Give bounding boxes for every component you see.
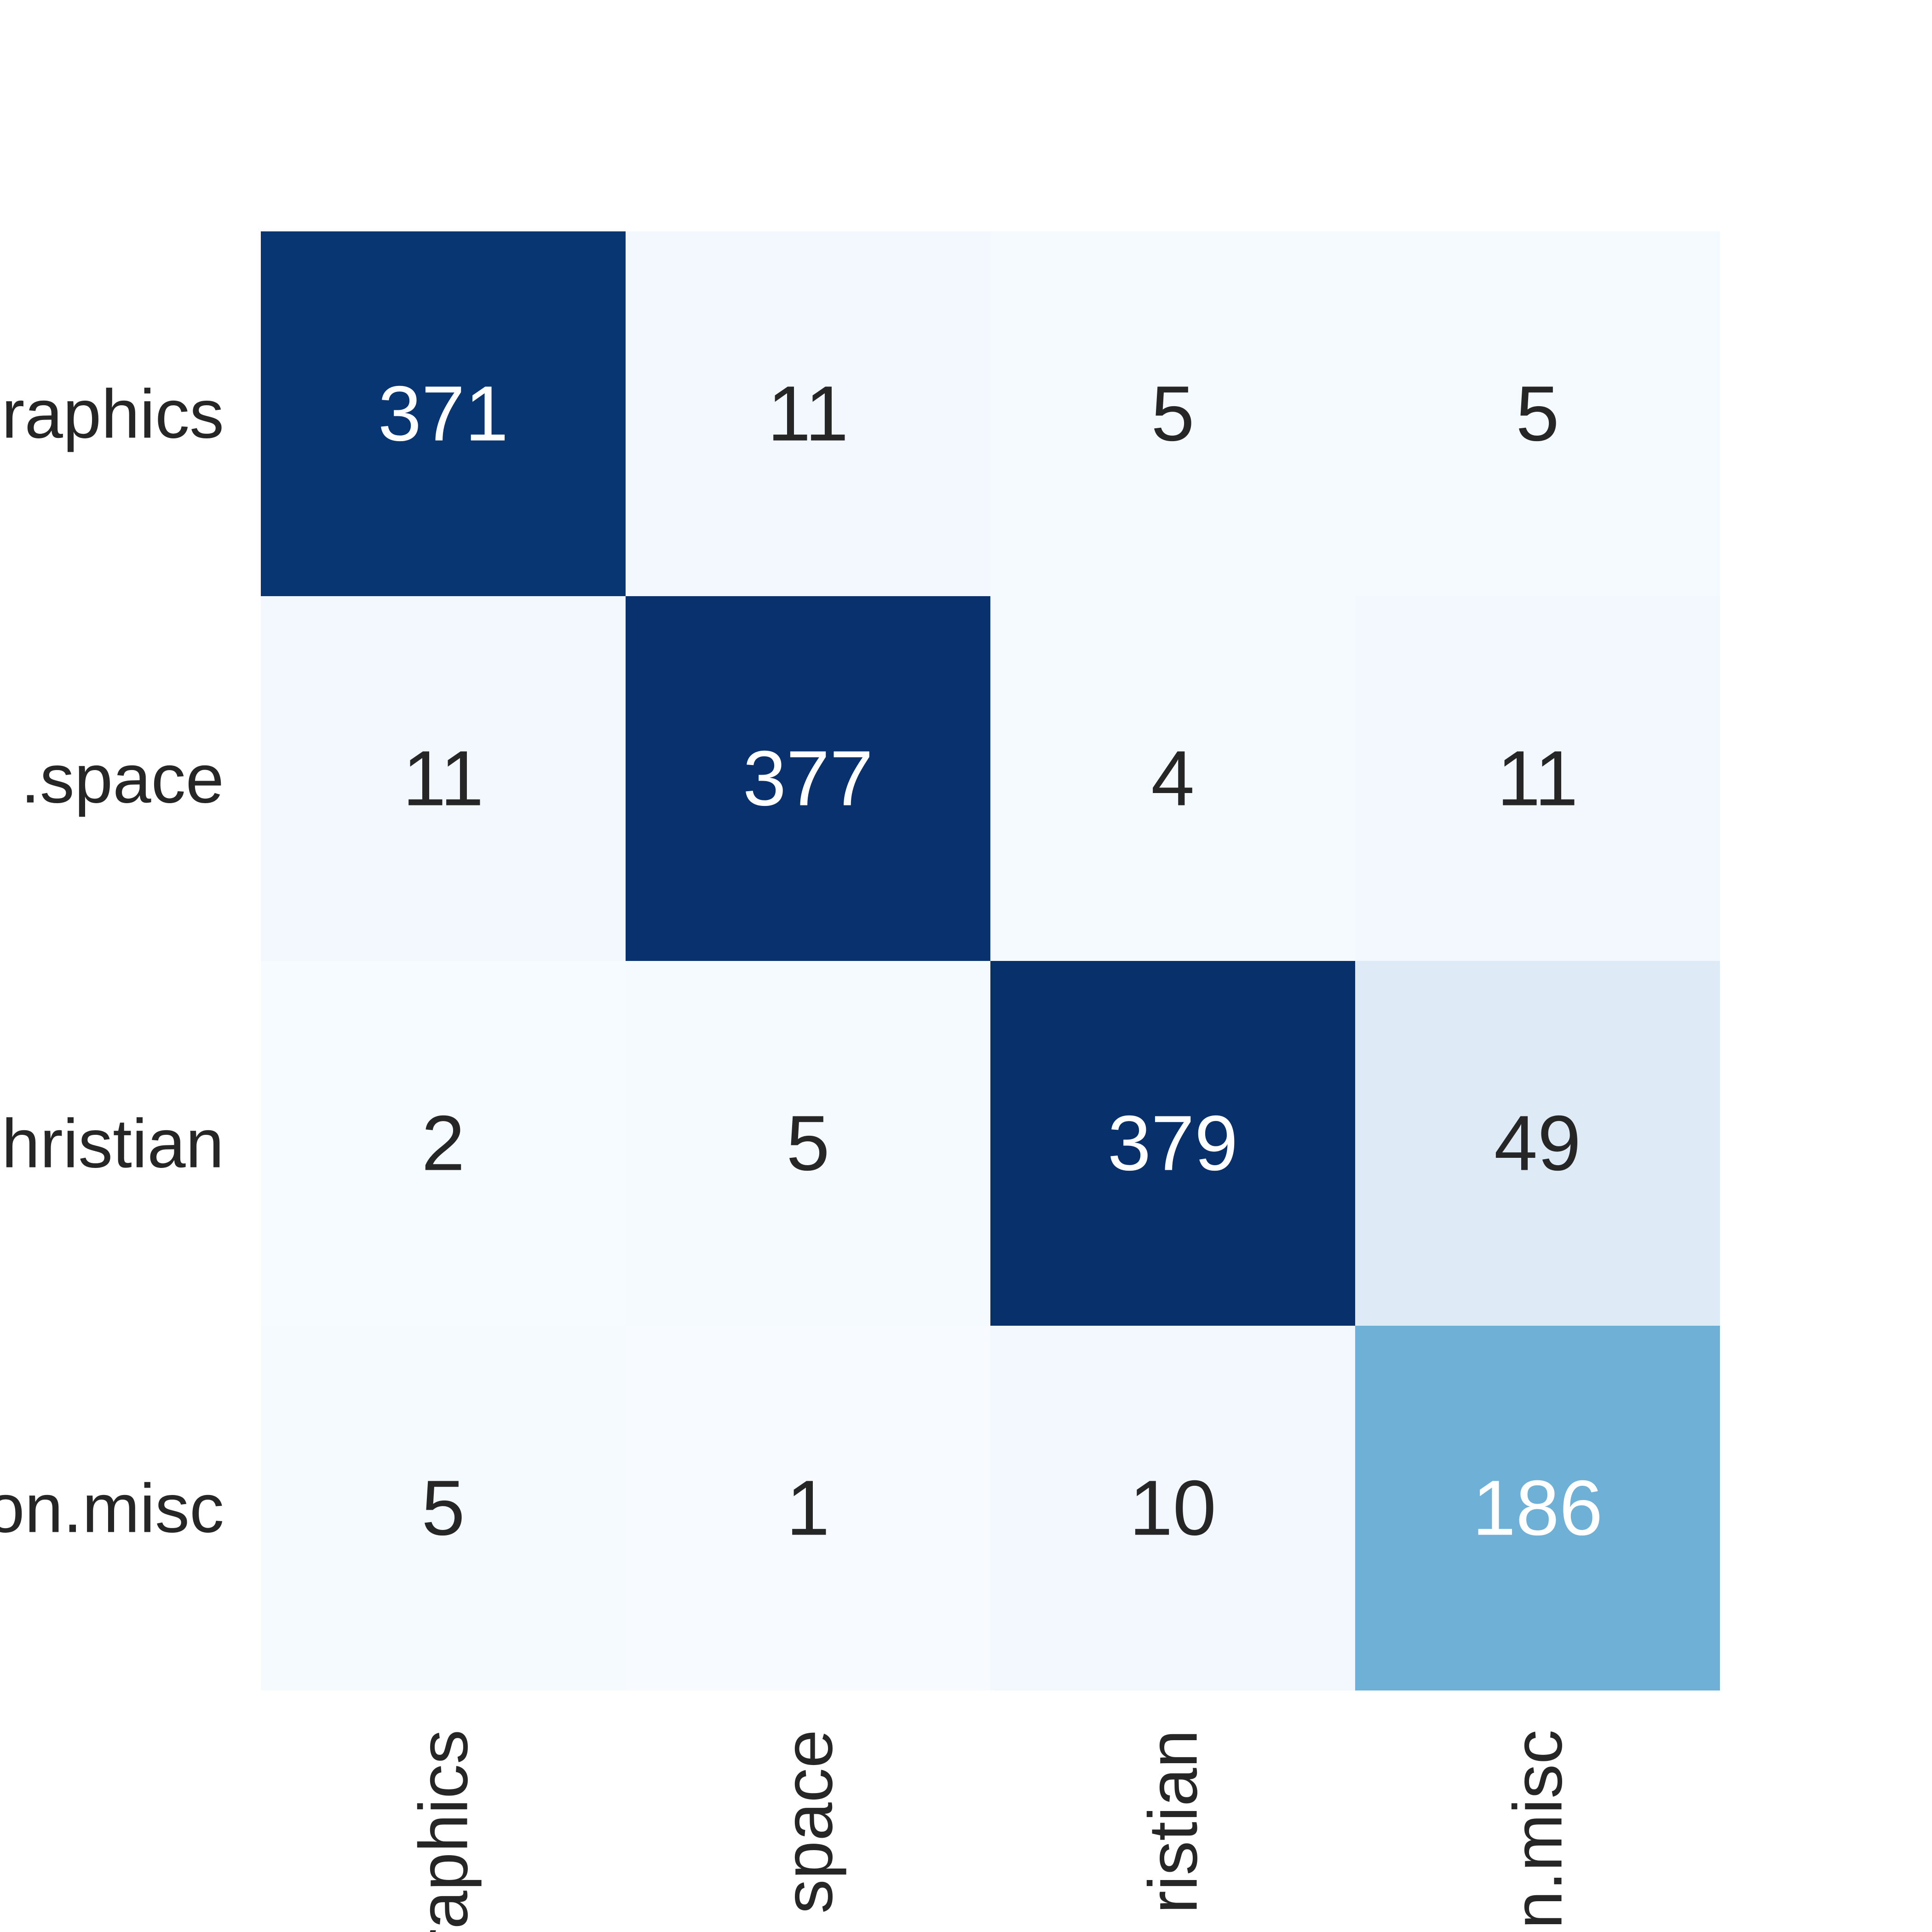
heatmap-cell bbox=[626, 231, 990, 596]
heatmap-cell bbox=[261, 1326, 626, 1690]
y-tick-label: hristian bbox=[1, 1105, 224, 1182]
heatmap-cell-label: 5 bbox=[786, 1100, 830, 1187]
y-tick-label: raphics bbox=[1, 375, 224, 453]
heatmap-cell-label: 4 bbox=[1151, 735, 1195, 822]
heatmap-cell bbox=[261, 231, 626, 596]
x-tick-label: raphics bbox=[405, 1730, 482, 1932]
x-axis-tick-labels: raphics space ristian n.misc bbox=[405, 1730, 1576, 1932]
heatmap-cell bbox=[626, 596, 990, 961]
heatmap-cell bbox=[990, 1326, 1355, 1690]
heatmap-cell-label: 10 bbox=[1129, 1465, 1216, 1552]
heatmap-cell-label: 377 bbox=[743, 735, 874, 822]
heatmap-cell bbox=[626, 1326, 990, 1690]
heatmap-cell-label: 379 bbox=[1108, 1100, 1238, 1187]
x-tick-label: ristian bbox=[1134, 1730, 1212, 1914]
x-tick-label: n.misc bbox=[1499, 1730, 1576, 1929]
heatmap-cell bbox=[261, 596, 626, 961]
heatmap-cell-label: 11 bbox=[402, 735, 483, 822]
y-tick-label: .space bbox=[21, 740, 224, 817]
heatmap-cell-label: 11 bbox=[1497, 735, 1578, 822]
heatmap-cell bbox=[990, 596, 1355, 961]
heatmap-cell-label: 5 bbox=[1516, 370, 1559, 458]
heatmap-cell-label: 186 bbox=[1472, 1465, 1603, 1552]
heatmap-cell bbox=[990, 961, 1355, 1326]
heatmap-cell-label: 5 bbox=[1151, 370, 1195, 458]
heatmap-cell-label: 11 bbox=[767, 370, 848, 458]
heatmap-cell-label: 49 bbox=[1494, 1100, 1581, 1187]
heatmap-cell-label: 1 bbox=[786, 1465, 830, 1552]
y-axis-tick-labels: raphics .space hristian on.misc bbox=[0, 375, 224, 1547]
heatmap-cell-label: 5 bbox=[421, 1465, 465, 1552]
heatmap-cell bbox=[1355, 231, 1720, 596]
heatmap-cell bbox=[1355, 596, 1720, 961]
heatmap-cells bbox=[261, 231, 1720, 1690]
y-tick-label: on.misc bbox=[0, 1470, 224, 1547]
heatmap-cell bbox=[990, 231, 1355, 596]
heatmap-cell-labels: 371 11 5 5 11 377 4 11 2 5 379 49 5 1 10 186 bbox=[378, 370, 1603, 1552]
x-tick-label: space bbox=[770, 1730, 847, 1914]
heatmap-cell bbox=[1355, 1326, 1720, 1690]
heatmap-cell-label: 371 bbox=[378, 370, 509, 458]
heatmap-cell-label: 2 bbox=[421, 1100, 465, 1187]
heatmap-cell bbox=[1355, 961, 1720, 1326]
heatmap-cell bbox=[261, 961, 626, 1326]
heatmap-cell bbox=[626, 961, 990, 1326]
